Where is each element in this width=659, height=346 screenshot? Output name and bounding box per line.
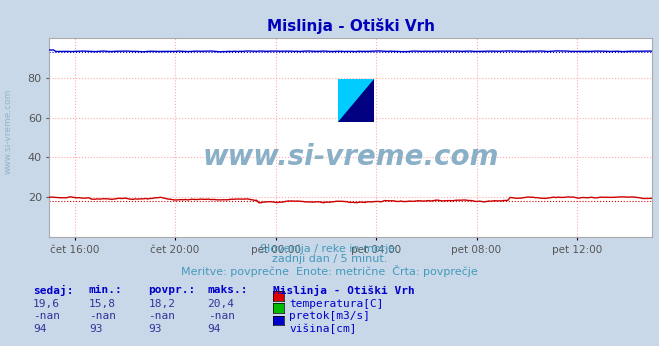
Text: višina[cm]: višina[cm] xyxy=(289,324,357,334)
Text: -nan: -nan xyxy=(33,311,60,321)
Text: www.si-vreme.com: www.si-vreme.com xyxy=(203,144,499,171)
Title: Mislinja - Otiški Vrh: Mislinja - Otiški Vrh xyxy=(267,18,435,34)
Polygon shape xyxy=(337,79,374,122)
Text: 19,6: 19,6 xyxy=(33,299,60,309)
Text: 15,8: 15,8 xyxy=(89,299,116,309)
Text: temperatura[C]: temperatura[C] xyxy=(289,299,384,309)
Text: 20,4: 20,4 xyxy=(208,299,235,309)
Text: www.si-vreme.com: www.si-vreme.com xyxy=(3,89,13,174)
Text: 93: 93 xyxy=(148,324,161,334)
Text: 93: 93 xyxy=(89,324,102,334)
Text: Meritve: povprečne  Enote: metrične  Črta: povprečje: Meritve: povprečne Enote: metrične Črta:… xyxy=(181,265,478,277)
Text: sedaj:: sedaj: xyxy=(33,285,73,297)
Polygon shape xyxy=(337,79,374,122)
Text: -nan: -nan xyxy=(89,311,116,321)
Text: Mislinja - Otiški Vrh: Mislinja - Otiški Vrh xyxy=(273,285,415,297)
Text: zadnji dan / 5 minut.: zadnji dan / 5 minut. xyxy=(272,254,387,264)
Text: 18,2: 18,2 xyxy=(148,299,175,309)
Text: min.:: min.: xyxy=(89,285,123,295)
Text: 94: 94 xyxy=(33,324,46,334)
Polygon shape xyxy=(337,79,374,122)
Text: -nan: -nan xyxy=(208,311,235,321)
Text: povpr.:: povpr.: xyxy=(148,285,196,295)
Text: maks.:: maks.: xyxy=(208,285,248,295)
Text: -nan: -nan xyxy=(148,311,175,321)
Text: 94: 94 xyxy=(208,324,221,334)
Text: pretok[m3/s]: pretok[m3/s] xyxy=(289,311,370,321)
Text: Slovenija / reke in morje.: Slovenija / reke in morje. xyxy=(260,244,399,254)
